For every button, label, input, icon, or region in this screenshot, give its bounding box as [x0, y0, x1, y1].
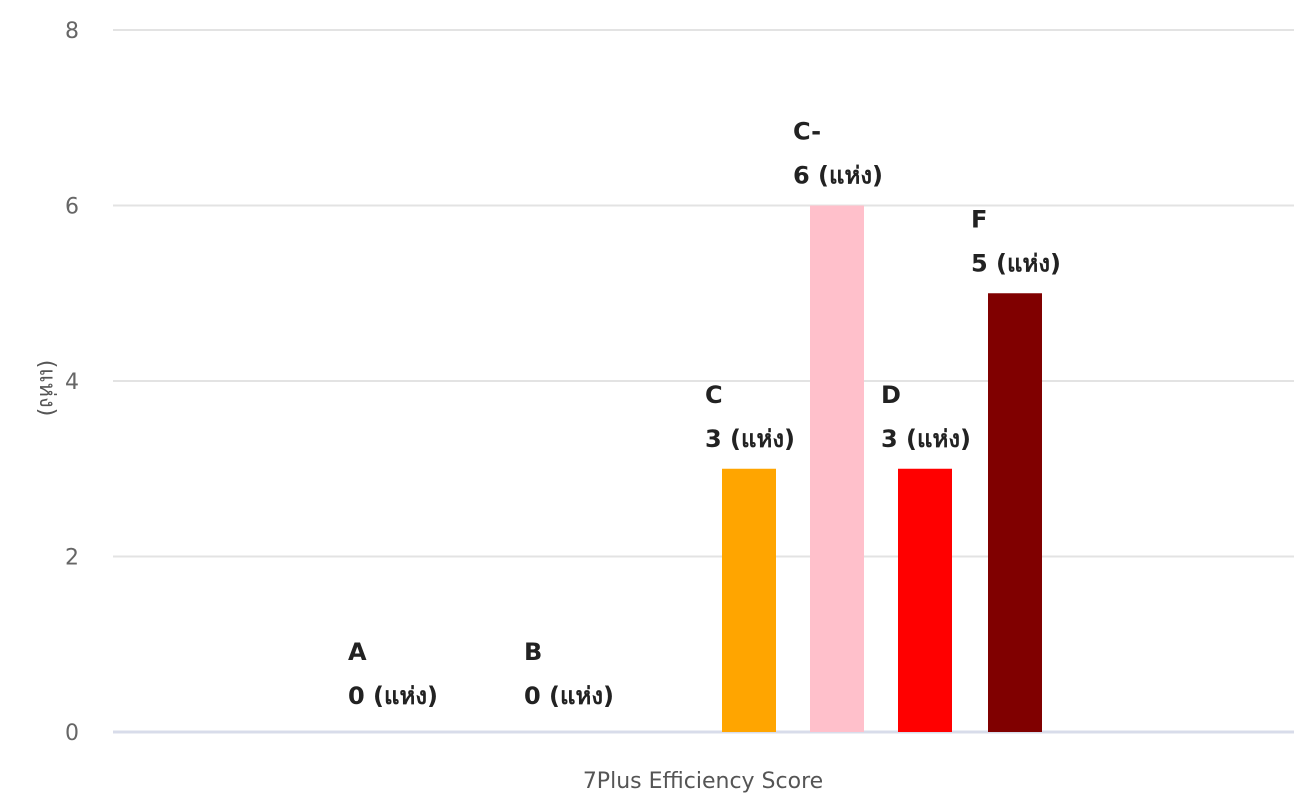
data-label-category: C-: [793, 118, 821, 146]
bar-D: [898, 468, 952, 732]
data-label-value: 0 (แห่ง): [348, 682, 438, 710]
y-tick-label: 8: [65, 19, 79, 44]
y-tick-label: 4: [65, 370, 79, 395]
y-tick-label: 6: [65, 195, 79, 220]
y-axis-ticks: 0 2 4 6 8: [65, 19, 79, 746]
data-label-value: 6 (แห่ง): [793, 162, 883, 190]
bar-C-: [810, 205, 864, 732]
data-labels: 0 (แห่ง) A 0 (แห่ง) B 3 (แห่ง) C 6 (แห่ง) C- 3 (…: [348, 118, 1061, 711]
y-axis-title: (แห่ง): [34, 360, 59, 417]
y-tick-label: 0: [65, 721, 79, 746]
data-label-category: B: [524, 638, 542, 666]
x-axis-title: 7Plus Efficiency Score: [583, 769, 823, 794]
data-label-category: F: [971, 205, 987, 233]
data-label-category: A: [348, 638, 367, 666]
data-label-value: 3 (แห่ง): [881, 425, 971, 453]
data-label-value: 3 (แห่ง): [705, 425, 795, 453]
data-label-category: C: [705, 381, 723, 409]
y-tick-label: 2: [65, 546, 79, 571]
data-label-category: D: [881, 381, 901, 409]
grid-lines: [113, 29, 1294, 734]
bar-C: [722, 468, 776, 732]
bars: [722, 205, 1042, 732]
data-label-value: 0 (แห่ง): [524, 682, 614, 710]
bar-F: [988, 293, 1042, 732]
data-label-value: 5 (แห่ง): [971, 249, 1061, 277]
